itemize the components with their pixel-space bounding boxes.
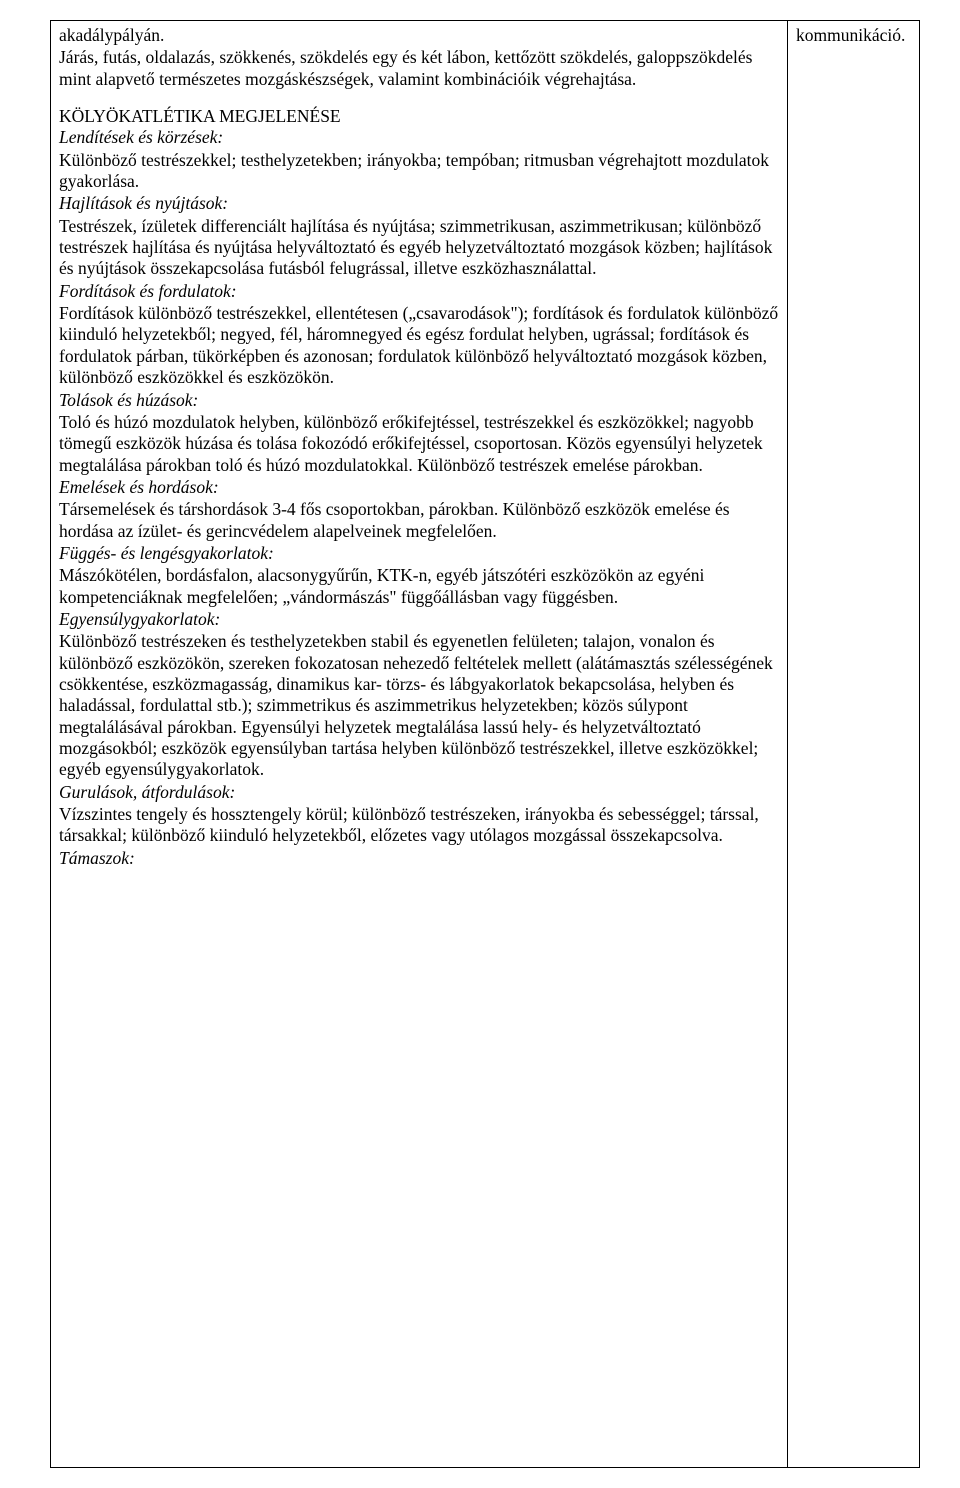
section-7-title: Egyensúlygyakorlatok:	[59, 609, 779, 630]
section-6-body: Mászókötélen, bordásfalon, alacsonygyűrű…	[59, 565, 779, 608]
section-3-title: Fordítások és fordulatok:	[59, 281, 779, 302]
section-2-title: Hajlítások és nyújtások:	[59, 193, 779, 214]
intro-paragraph: Járás, futás, oldalazás, szökkenés, szök…	[59, 47, 779, 90]
right-cell: kommunikáció.	[788, 21, 920, 1468]
intro-line-1: akadálypályán.	[59, 25, 779, 46]
section-1-body: Különböző testrészekkel; testhelyzetekbe…	[59, 150, 779, 193]
section-2-body: Testrészek, ízületek differenciált hajlí…	[59, 216, 779, 280]
section-4-title: Tolások és húzások:	[59, 390, 779, 411]
major-section-title: KÖLYÖKATLÉTIKA MEGJELENÉSE	[59, 106, 779, 127]
section-1-title: Lendítések és körzések:	[59, 127, 779, 148]
section-9-title: Támaszok:	[59, 848, 779, 869]
page-container: akadálypályán. Járás, futás, oldalazás, …	[0, 0, 960, 1488]
section-4-body: Toló és húzó mozdulatok helyben, különbö…	[59, 412, 779, 476]
left-cell: akadálypályán. Járás, futás, oldalazás, …	[51, 21, 788, 1468]
section-8-body: Vízszintes tengely és hossztengely körül…	[59, 804, 779, 847]
right-text: kommunikáció.	[796, 25, 911, 46]
section-8-title: Gurulások, átfordulások:	[59, 782, 779, 803]
section-3-body: Fordítások különböző testrészekkel, elle…	[59, 303, 779, 388]
section-5-title: Emelések és hordások:	[59, 477, 779, 498]
section-5-body: Társemelések és társhordások 3-4 fős cso…	[59, 499, 779, 542]
section-7-body: Különböző testrészeken és testhelyzetekb…	[59, 631, 779, 780]
layout-table: akadálypályán. Járás, futás, oldalazás, …	[50, 20, 920, 1468]
section-6-title: Függés- és lengésgyakorlatok:	[59, 543, 779, 564]
